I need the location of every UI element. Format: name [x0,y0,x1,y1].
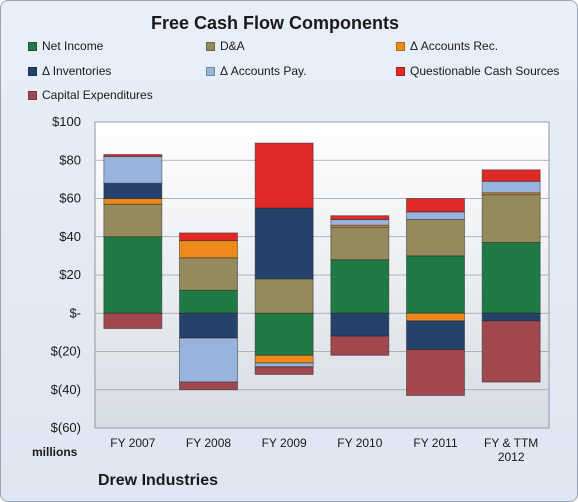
bar-capital-expenditures [103,312,163,330]
x-tick-label: FY & TTM [484,436,538,450]
bar-accounts-pay [254,362,314,368]
legend-item-accounts-rec: Δ Accounts Rec. [396,38,498,54]
bar-accounts-pay [179,337,238,383]
legend-swatch [206,66,215,76]
x-tick-label: 2012 [498,450,525,464]
y-tick-label: $(60) [51,420,81,435]
bar-net-income [330,259,390,314]
legend-item-questionable-cash-sources: Questionable Cash Sources [396,63,559,79]
company-name: Drew Industries [98,472,219,489]
bar-questionable-cash-sources [254,142,314,209]
legend-item-d-a: D&A [206,38,245,54]
x-tick-label: FY 2009 [262,436,307,450]
bar-inventories [254,207,314,280]
legend-item-accounts-pay: Δ Accounts Pay. [206,63,307,79]
bar-capital-expenditures [254,366,314,375]
legend-swatch [396,66,405,76]
y-tick-label: $60 [59,191,81,206]
bar-accounts-rec [254,354,314,364]
bar-capital-expenditures [406,349,465,396]
legend-item-net-income: Net Income [28,38,103,54]
legend-swatch [28,90,37,100]
bar-net-income [103,236,163,314]
x-tick-label: FY 2007 [110,436,155,450]
y-tick-label: $40 [59,229,81,244]
legend-swatch [396,41,405,51]
bar-d-a [103,203,163,238]
legend-label: Capital Expenditures [42,88,153,102]
y-tick-label: $20 [59,267,81,282]
bar-inventories [179,312,238,339]
bar-d-a [481,194,541,243]
bar-questionable-cash-sources [406,198,465,213]
y-units-label: millions [32,445,78,459]
bar-accounts-pay [103,155,163,184]
bar-d-a [254,278,314,314]
y-tick-label: $(40) [51,382,81,397]
legend-label: Δ Accounts Rec. [410,39,499,53]
x-tick-label: FY 2010 [337,436,382,450]
bar-inventories [103,182,163,199]
x-tick-label: FY 2008 [186,436,231,450]
bar-accounts-rec [103,198,163,205]
bar-questionable-cash-sources [103,154,163,157]
bar-d-a [179,257,238,291]
bar-capital-expenditures [481,320,541,383]
legend-label: Δ Inventories [42,64,112,78]
x-tick-label: FY 2011 [413,436,458,450]
bar-accounts-pay [330,219,390,226]
bar-net-income [179,289,238,314]
bar-d-a [330,226,390,261]
bar-net-income [254,312,314,356]
bar-questionable-cash-sources [179,232,238,242]
bar-capital-expenditures [179,381,238,391]
bar-inventories [481,312,541,322]
bar-net-income [406,255,465,314]
legend-label: D&A [220,39,245,53]
bar-accounts-rec [406,312,465,322]
bar-accounts-pay [481,180,541,194]
legend-item-capital-expenditures: Capital Expenditures [28,87,153,103]
chart-title: Free Cash Flow Components [150,13,400,33]
legend-label: Questionable Cash Sources [410,64,560,78]
legend-label: Net Income [42,39,104,53]
y-tick-label: $80 [59,152,81,167]
legend-swatch [28,66,37,76]
legend-swatch [206,41,215,51]
bar-accounts-pay [406,211,465,221]
legend-swatch [28,41,37,51]
y-tick-label: $- [69,305,81,320]
bar-inventories [406,320,465,351]
y-tick-label: $100 [52,114,81,129]
bar-net-income [481,241,541,314]
legend-label: Δ Accounts Pay. [220,64,307,78]
bar-accounts-rec [179,240,238,259]
legend-item-inventories: Δ Inventories [28,63,111,79]
bar-d-a [406,219,465,257]
bar-questionable-cash-sources [330,215,390,221]
bar-capital-expenditures [330,335,390,356]
bar-questionable-cash-sources [481,169,541,182]
bar-inventories [330,312,390,337]
y-tick-label: $(20) [51,344,81,359]
